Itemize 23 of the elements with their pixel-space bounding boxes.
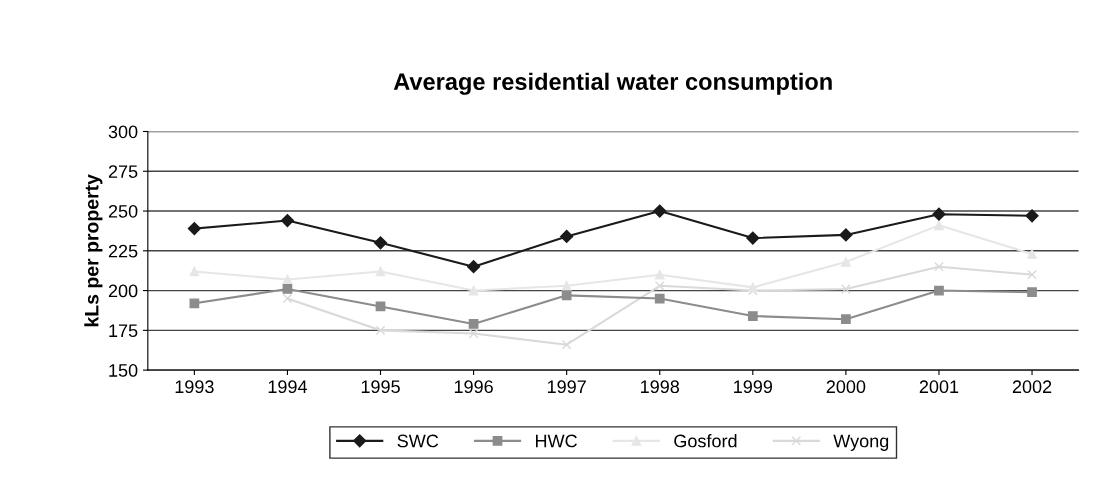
legend-label: HWC xyxy=(536,434,577,448)
y-tick-label: 150 xyxy=(109,364,138,377)
y-tick-label: 300 xyxy=(108,125,138,139)
x-tick-label: 1994 xyxy=(268,380,307,394)
chart-title: Average residential water consumption xyxy=(393,72,832,95)
x-tick-label: 1997 xyxy=(547,380,586,394)
y-tick-label: 250 xyxy=(108,204,138,218)
legend-label: Gosford xyxy=(674,434,737,448)
x-tick-label: 2001 xyxy=(919,380,959,394)
x-tick-label: 1996 xyxy=(454,380,493,394)
x-tick-label: 1998 xyxy=(641,380,680,394)
x-tick-label: 1993 xyxy=(175,380,214,394)
y-tick-label: 175 xyxy=(109,324,138,338)
legend-label: Wyong xyxy=(833,434,889,451)
y-axis-title: kLs per property xyxy=(84,174,103,327)
y-tick-label: 200 xyxy=(108,284,138,298)
x-tick-label: 1995 xyxy=(361,380,400,394)
legend-label: SWC xyxy=(397,434,439,448)
y-tick-label: 275 xyxy=(108,165,138,178)
y-tick-label: 225 xyxy=(108,244,138,258)
x-tick-label: 2000 xyxy=(826,380,866,394)
x-tick-label: 2002 xyxy=(1012,380,1052,394)
x-tick-label: 1999 xyxy=(734,380,773,394)
